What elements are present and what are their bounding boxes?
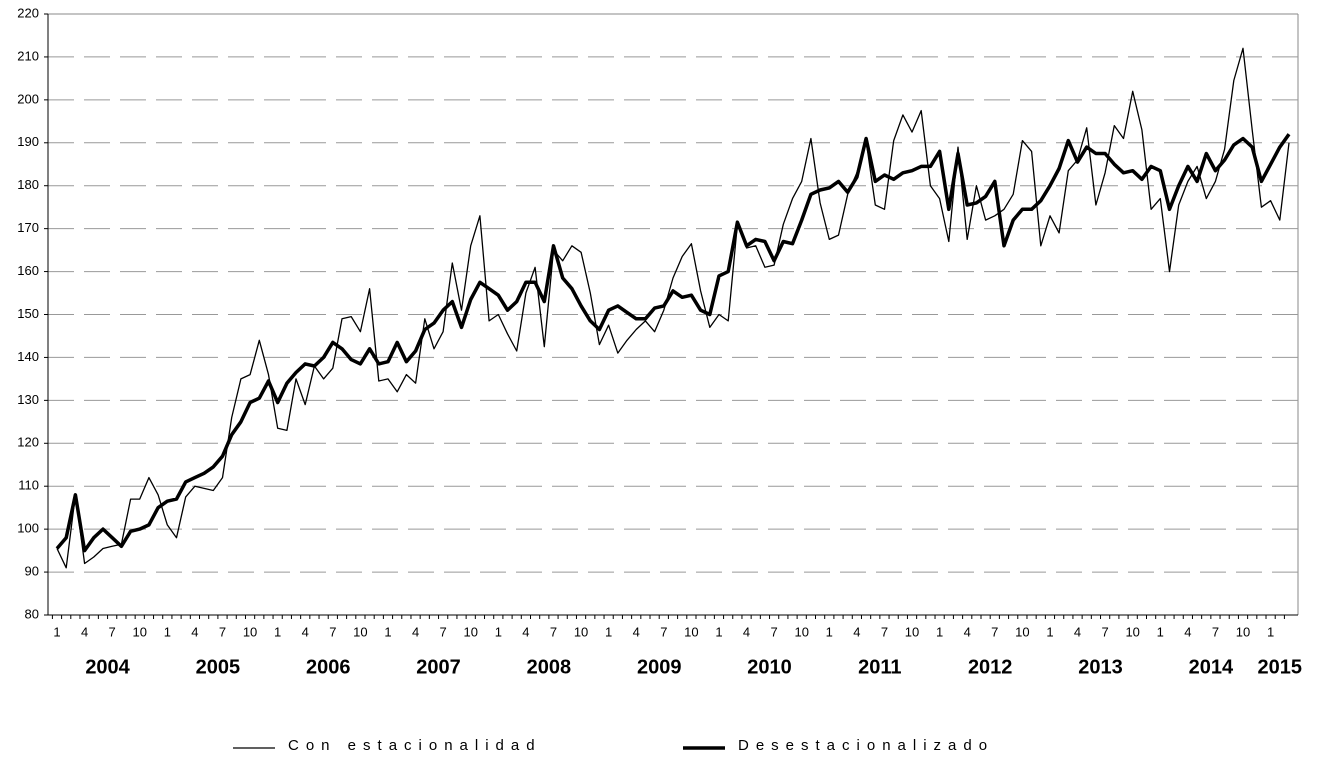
x-tick-label: 4 [412, 624, 419, 639]
x-tick-label: 10 [1015, 624, 1029, 639]
x-tick-label: 10 [133, 624, 147, 639]
x-tick-label: 7 [329, 624, 336, 639]
x-tick-label: 1 [715, 624, 722, 639]
x-tick-label: 10 [353, 624, 367, 639]
y-tick-label: 140 [17, 349, 39, 364]
x-tick-label: 1 [1267, 624, 1274, 639]
x-tick-label: 7 [1102, 624, 1109, 639]
x-tick-label: 4 [743, 624, 750, 639]
legend-label: Desestacionalizado [738, 737, 994, 754]
x-tick-label: 1 [605, 624, 612, 639]
x-tick-label: 4 [522, 624, 529, 639]
x-tick-label: 1 [1046, 624, 1053, 639]
y-tick-label: 100 [17, 521, 39, 536]
x-tick-label: 7 [881, 624, 888, 639]
year-label: 2008 [527, 656, 572, 678]
y-tick-label: 210 [17, 48, 39, 63]
x-tick-label: 1 [495, 624, 502, 639]
x-tick-label: 10 [1236, 624, 1250, 639]
x-tick-label: 1 [1157, 624, 1164, 639]
year-label: 2011 [858, 656, 901, 678]
y-tick-label: 220 [17, 5, 39, 20]
x-tick-label: 10 [243, 624, 257, 639]
year-label: 2006 [306, 656, 351, 678]
x-tick-label: 7 [991, 624, 998, 639]
y-tick-label: 150 [17, 306, 39, 321]
x-tick-label: 4 [191, 624, 198, 639]
x-tick-label: 10 [463, 624, 477, 639]
x-tick-label: 10 [684, 624, 698, 639]
x-tick-label: 4 [1184, 624, 1191, 639]
x-tick-label: 4 [853, 624, 860, 639]
x-tick-label: 10 [794, 624, 808, 639]
y-tick-label: 170 [17, 220, 39, 235]
year-label: 2009 [637, 656, 682, 678]
year-label: 2007 [416, 656, 461, 678]
x-tick-label: 10 [574, 624, 588, 639]
x-tick-label: 4 [964, 624, 971, 639]
year-label: 2004 [85, 656, 130, 678]
x-tick-label: 4 [81, 624, 88, 639]
year-label: 2005 [196, 656, 241, 678]
y-tick-label: 190 [17, 134, 39, 149]
x-tick-label: 10 [905, 624, 919, 639]
x-tick-label: 1 [164, 624, 171, 639]
x-tick-label: 7 [771, 624, 778, 639]
year-label: 2012 [968, 656, 1013, 678]
x-tick-label: 1 [384, 624, 391, 639]
x-tick-label: 4 [633, 624, 640, 639]
y-tick-label: 200 [17, 91, 39, 106]
y-tick-label: 130 [17, 392, 39, 407]
x-tick-label: 1 [274, 624, 281, 639]
x-tick-label: 7 [219, 624, 226, 639]
x-tick-label: 7 [1212, 624, 1219, 639]
x-tick-label: 1 [826, 624, 833, 639]
y-tick-label: 90 [25, 564, 39, 579]
y-tick-label: 110 [18, 478, 39, 493]
y-tick-label: 180 [17, 177, 39, 192]
y-tick-label: 120 [17, 435, 39, 450]
x-tick-label: 7 [440, 624, 447, 639]
y-tick-label: 160 [17, 263, 39, 278]
x-tick-label: 1 [936, 624, 943, 639]
y-tick-label: 80 [25, 606, 39, 621]
year-label: 2013 [1078, 656, 1123, 678]
x-tick-label: 7 [550, 624, 557, 639]
x-tick-label: 1 [53, 624, 60, 639]
x-tick-label: 7 [660, 624, 667, 639]
legend-label: Con estacionalidad [288, 737, 542, 754]
year-label: 2015 [1258, 656, 1303, 678]
series-line [55, 133, 1291, 553]
year-label: 2014 [1189, 656, 1234, 678]
x-tick-label: 4 [1074, 624, 1081, 639]
x-tick-label: 7 [109, 624, 116, 639]
x-tick-label: 4 [302, 624, 309, 639]
x-tick-label: 10 [1125, 624, 1139, 639]
year-label: 2010 [747, 656, 792, 678]
series-line [56, 47, 1290, 569]
